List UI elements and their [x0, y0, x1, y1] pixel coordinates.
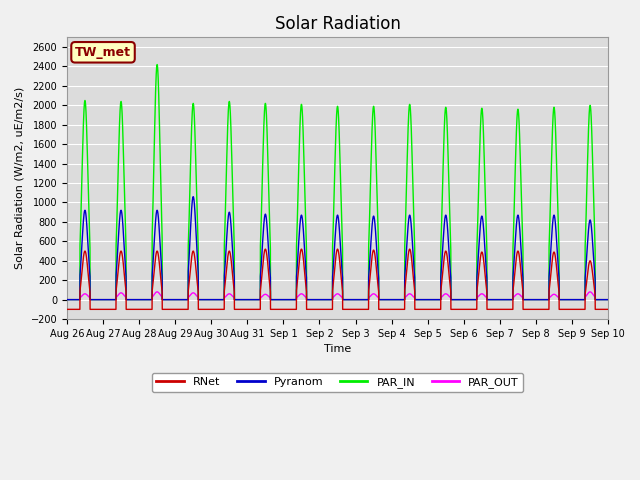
X-axis label: Time: Time [324, 344, 351, 354]
Text: TW_met: TW_met [75, 46, 131, 59]
Title: Solar Radiation: Solar Radiation [275, 15, 401, 33]
Legend: RNet, Pyranom, PAR_IN, PAR_OUT: RNet, Pyranom, PAR_IN, PAR_OUT [152, 372, 524, 392]
Y-axis label: Solar Radiation (W/m2, uE/m2/s): Solar Radiation (W/m2, uE/m2/s) [15, 87, 25, 269]
